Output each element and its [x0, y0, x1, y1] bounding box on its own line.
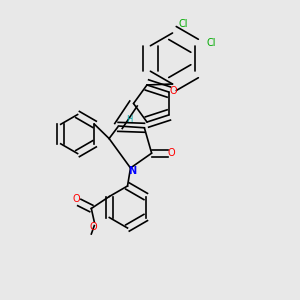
Text: N: N [128, 166, 136, 176]
Text: H: H [126, 116, 132, 124]
Text: Cl: Cl [178, 19, 188, 29]
Text: O: O [73, 194, 80, 205]
Text: O: O [168, 148, 176, 158]
Text: Cl: Cl [207, 38, 216, 48]
Text: O: O [89, 221, 97, 232]
Text: O: O [169, 85, 177, 95]
